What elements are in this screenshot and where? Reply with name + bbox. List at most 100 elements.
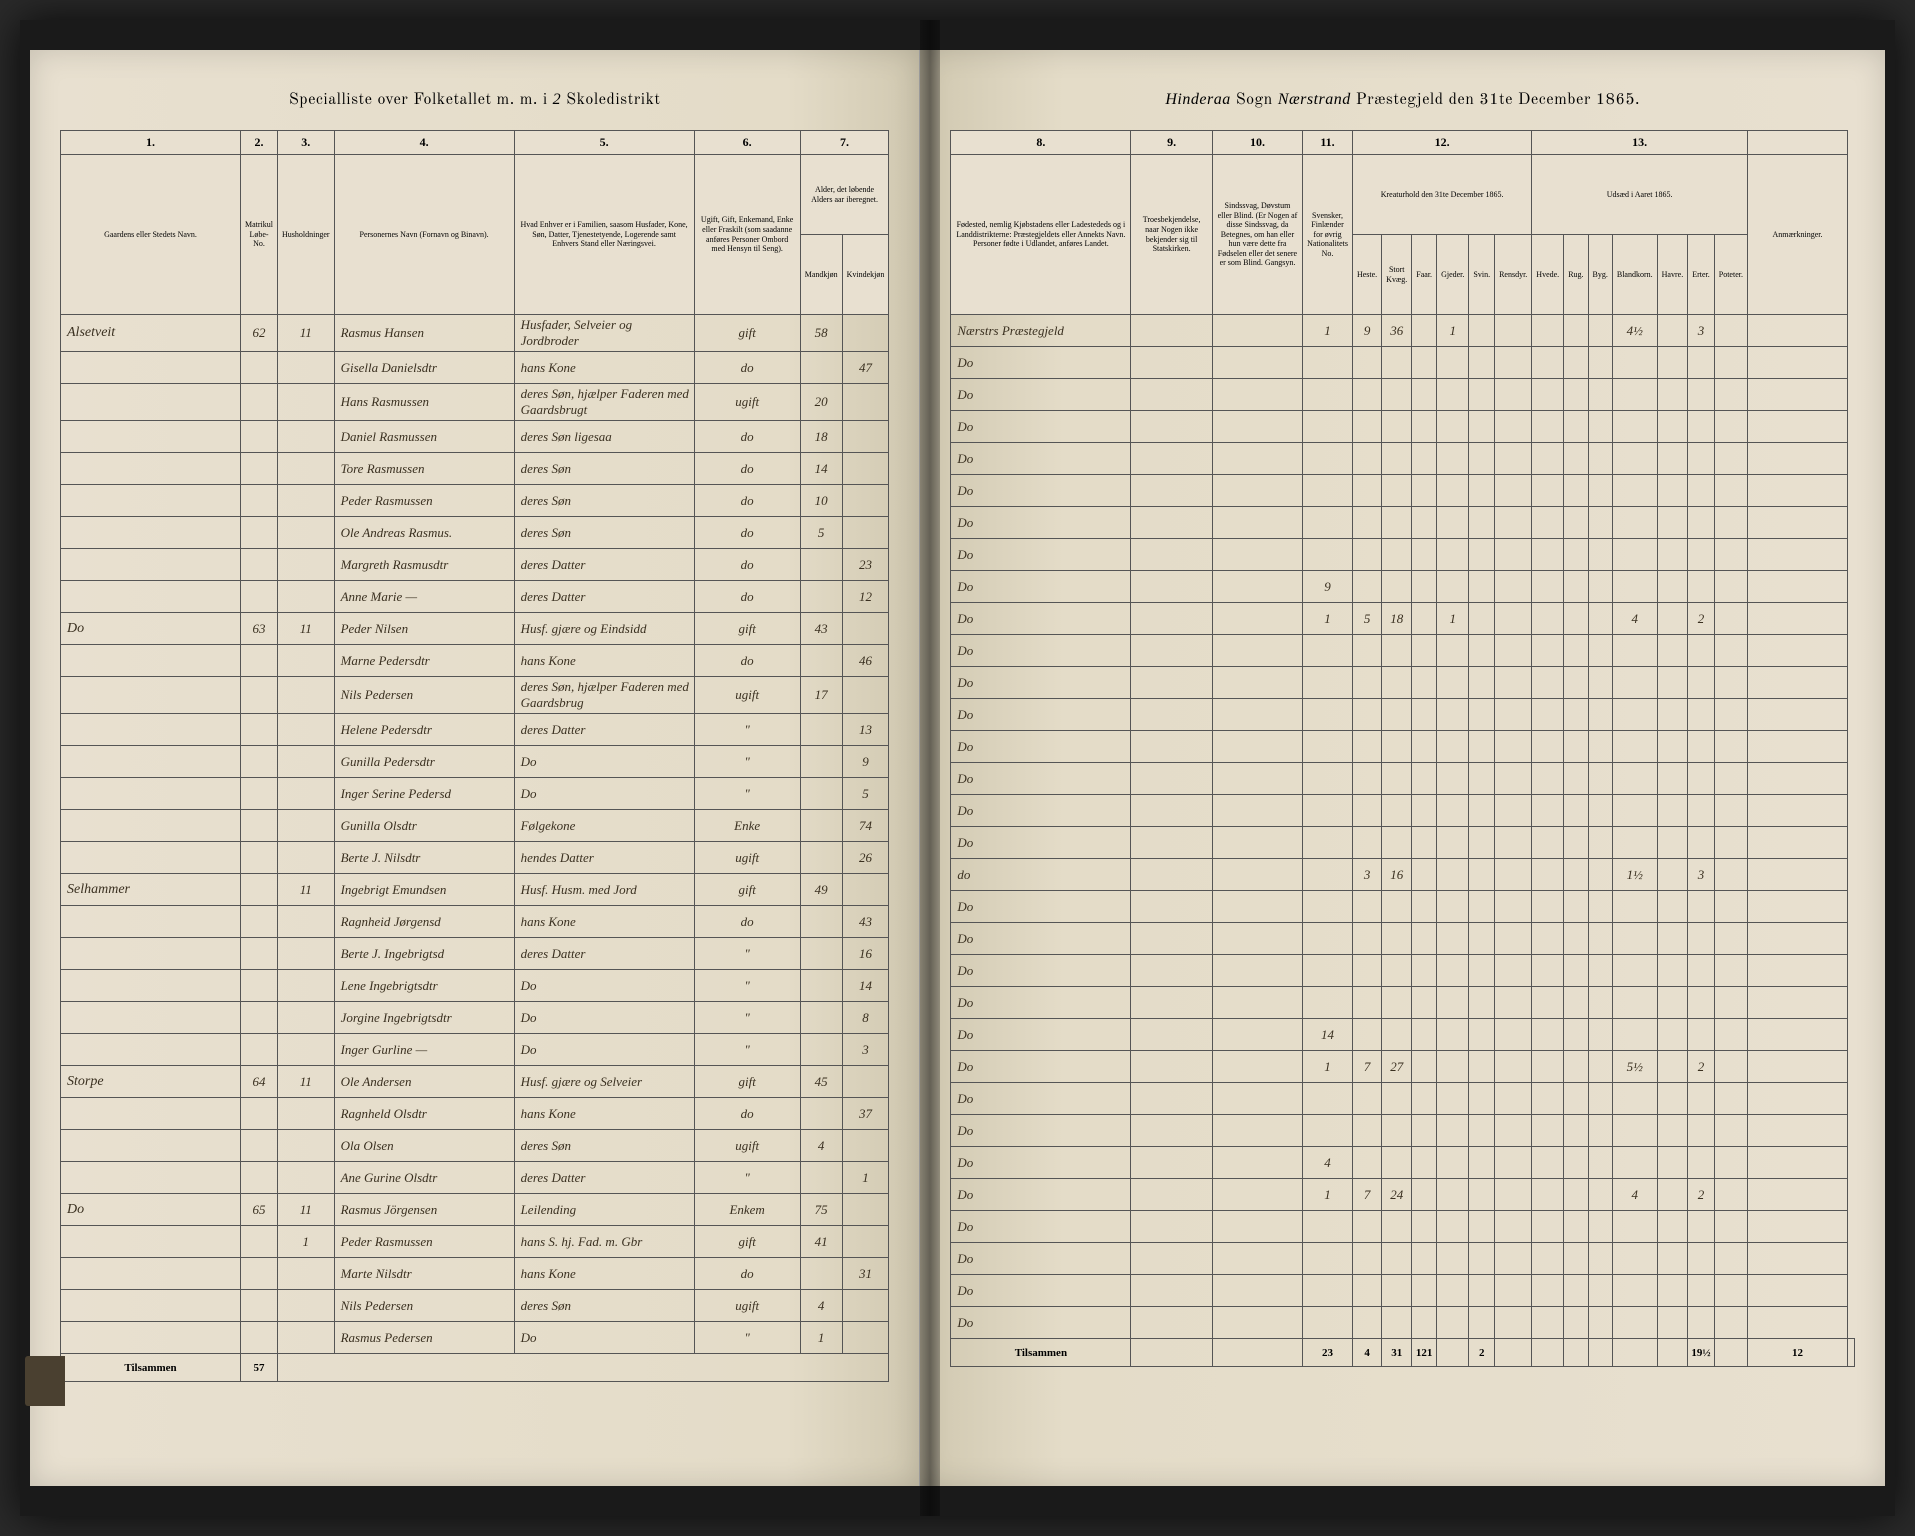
cell-name: Helene Pedersdtr xyxy=(334,714,514,746)
cell-lv-2 xyxy=(1382,699,1412,731)
cell-lv-1 xyxy=(1352,475,1381,507)
cell-lv-5 xyxy=(1469,411,1495,443)
cell-lv-8 xyxy=(1564,603,1588,635)
prgjeld-label: Præstegjeld den 31te December 1865. xyxy=(1356,92,1640,108)
cell-huush xyxy=(278,778,335,810)
cell-huush xyxy=(278,645,335,677)
col-3: 3. xyxy=(278,131,335,155)
cell-lv-12: 3 xyxy=(1688,315,1715,347)
table-row: Daniel Rasmussenderes Søn ligesaado18 xyxy=(61,421,889,453)
cell-lv-9 xyxy=(1588,923,1612,955)
cell-lv-12 xyxy=(1688,667,1715,699)
table-row: Anne Marie —deres Datterdo12 xyxy=(61,581,889,613)
cell-birth: Do xyxy=(951,1307,1131,1339)
cell-birth: Do xyxy=(951,1147,1131,1179)
cell-lv-2 xyxy=(1382,827,1412,859)
table-row: Do xyxy=(951,379,1855,411)
cell-lv-2 xyxy=(1382,763,1412,795)
cell-lv-5 xyxy=(1469,1051,1495,1083)
cell-lv-7 xyxy=(1532,827,1564,859)
cell-lv-9 xyxy=(1588,411,1612,443)
col-4: 4. xyxy=(334,131,514,155)
hdr-livestock: Kreaturhold den 31te December 1865. xyxy=(1352,155,1531,235)
cell-nat xyxy=(1303,507,1353,539)
cell-nat xyxy=(1303,763,1353,795)
cell-notes xyxy=(1747,763,1847,795)
cell-lv-3 xyxy=(1412,987,1437,1019)
cell-religion xyxy=(1131,1019,1212,1051)
cell-lv-11 xyxy=(1657,827,1688,859)
cell-disability xyxy=(1212,1083,1302,1115)
cell-lv-2 xyxy=(1382,891,1412,923)
cell-notes xyxy=(1747,475,1847,507)
cell-lv-8 xyxy=(1564,315,1588,347)
cell-name: Marte Nilsdtr xyxy=(334,1258,514,1290)
left-page-header: Specialliste over Folketallet m. m. i 2 … xyxy=(60,90,889,110)
cell-relation: deres Datter xyxy=(514,549,694,581)
cell-lv-11 xyxy=(1657,539,1688,571)
cell-lv-8 xyxy=(1564,955,1588,987)
cell-age-k: 13 xyxy=(842,714,889,746)
cell-matr xyxy=(241,746,278,778)
cell-relation: hans Kone xyxy=(514,645,694,677)
table-row: Alsetveit6211Rasmus HansenHusfader, Selv… xyxy=(61,315,889,352)
cell-birth: Do xyxy=(951,1115,1131,1147)
col-10: 10. xyxy=(1212,131,1302,155)
cell-lv-9 xyxy=(1588,859,1612,891)
hdr-religion: Troesbekjendelse, naar Nogen ikke bekjen… xyxy=(1131,155,1212,315)
sogn-name: Hinderaa xyxy=(1165,91,1230,108)
cell-farm xyxy=(61,714,241,746)
cell-lv-11 xyxy=(1657,987,1688,1019)
cell-farm xyxy=(61,581,241,613)
cell-lv-1 xyxy=(1352,539,1381,571)
footer-total-14: 12 xyxy=(1747,1339,1847,1367)
cell-notes xyxy=(1747,539,1847,571)
cell-lv-12 xyxy=(1688,507,1715,539)
hdr-matr: Matrikul Løbe-No. xyxy=(241,155,278,315)
cell-lv-3 xyxy=(1412,603,1437,635)
cell-lv-8 xyxy=(1564,571,1588,603)
cell-lv-8 xyxy=(1564,795,1588,827)
cell-lv-11 xyxy=(1657,571,1688,603)
cell-lv-8 xyxy=(1564,1115,1588,1147)
cell-huush xyxy=(278,352,335,384)
cell-lv-9 xyxy=(1588,1147,1612,1179)
cell-lv-3 xyxy=(1412,411,1437,443)
cell-religion xyxy=(1131,1243,1212,1275)
cell-lv-5 xyxy=(1469,1083,1495,1115)
cell-lv-2: 24 xyxy=(1382,1179,1412,1211)
cell-disability xyxy=(1212,1147,1302,1179)
cell-huush xyxy=(278,746,335,778)
cell-lv-1 xyxy=(1352,1019,1381,1051)
table-row: Do xyxy=(951,955,1855,987)
cell-religion xyxy=(1131,347,1212,379)
cell-lv-6 xyxy=(1495,1051,1532,1083)
cell-notes xyxy=(1747,379,1847,411)
table-row: Do xyxy=(951,795,1855,827)
cell-lv-10 xyxy=(1612,955,1657,987)
cell-lv-8 xyxy=(1564,731,1588,763)
hdr-sowing: Udsæd i Aaret 1865. xyxy=(1532,155,1748,235)
cell-lv-10 xyxy=(1612,411,1657,443)
cell-age-k: 47 xyxy=(842,352,889,384)
cell-lv-1 xyxy=(1352,891,1381,923)
hdr-relation: Hvad Enhver er i Familien, saasom Husfad… xyxy=(514,155,694,315)
cell-matr xyxy=(241,421,278,453)
cell-age-m xyxy=(800,906,842,938)
cell-name: Gunilla Pedersdtr xyxy=(334,746,514,778)
cell-name: Ane Gurine Olsdtr xyxy=(334,1162,514,1194)
cell-disability xyxy=(1212,731,1302,763)
cell-lv-4 xyxy=(1437,1019,1469,1051)
footer-blank xyxy=(278,1354,889,1382)
cell-lv-1 xyxy=(1352,1115,1381,1147)
table-row: Ragnheid Jørgensdhans Konedo43 xyxy=(61,906,889,938)
cell-lv-3 xyxy=(1412,379,1437,411)
cell-matr xyxy=(241,906,278,938)
cell-lv-9 xyxy=(1588,1179,1612,1211)
cell-lv-8 xyxy=(1564,667,1588,699)
cell-lv-4 xyxy=(1437,1179,1469,1211)
cell-lv-7 xyxy=(1532,443,1564,475)
cell-lv-5 xyxy=(1469,731,1495,763)
cell-relation: deres Søn xyxy=(514,517,694,549)
cell-lv-2 xyxy=(1382,379,1412,411)
